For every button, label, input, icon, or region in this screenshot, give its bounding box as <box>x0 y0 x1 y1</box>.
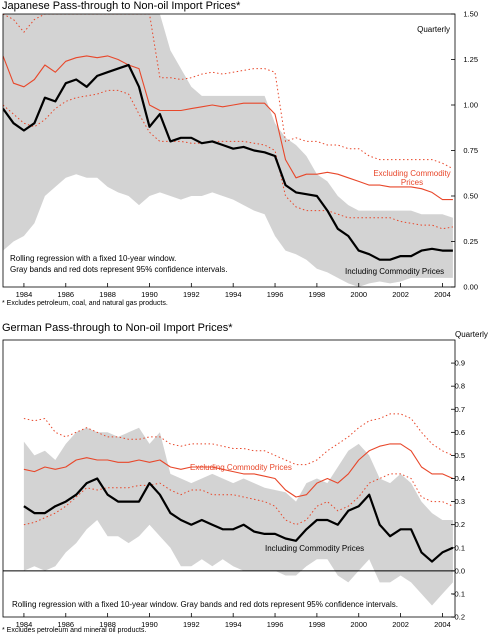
japan-series-excluding <box>3 55 453 201</box>
germany-x-tick-label: 1996 <box>267 620 284 629</box>
germany-y-tick-label: 0.4 <box>455 474 465 483</box>
japan-series-including <box>3 63 453 261</box>
germany-y-tick-label: 0.0 <box>455 566 465 575</box>
japan-x-tick-label: 1994 <box>225 290 242 299</box>
japan-note-line: Rolling regression with a fixed 10-year … <box>10 254 176 263</box>
japan-label-excluding-2: Prices <box>401 178 423 187</box>
japan-x-tick-label: 1990 <box>141 290 158 299</box>
japan-x-tick-label: 1988 <box>99 290 116 299</box>
japan-footnote: * Excludes petroleum, coal, and natural … <box>2 300 168 307</box>
germany-series-excluding <box>23 443 454 498</box>
germany-plot <box>2 339 456 618</box>
japan-label-including: Including Commodity Prices <box>345 267 444 276</box>
japan-y-tick-label: 0.50 <box>463 192 478 201</box>
germany-y-tick-label: 0.8 <box>455 382 465 391</box>
germany-y-tick-label: 0.7 <box>455 405 465 414</box>
germany-y-tick-label: 0.1 <box>455 543 465 552</box>
germany-y-tick-label: 0.6 <box>455 428 465 437</box>
japan-x-tick-label: 2002 <box>392 290 409 299</box>
germany-x-tick-label: 2002 <box>392 620 409 629</box>
germany-x-tick-label: 2000 <box>350 620 367 629</box>
japan-confidence-band <box>3 14 453 287</box>
germany-y-tick-label: 0.9 <box>455 359 465 368</box>
germany-series-including <box>23 477 454 563</box>
japan-x-tick-label: 1986 <box>57 290 74 299</box>
germany-frequency-label: Quarterly <box>455 330 488 339</box>
germany-y-tick-label: -0.1 <box>452 589 465 598</box>
japan-x-tick-label: 1984 <box>16 290 33 299</box>
japan-x-tick-label: 2004 <box>434 290 451 299</box>
germany-x-tick-label: 1992 <box>183 620 200 629</box>
germany-x-tick-label: 1984 <box>16 620 33 629</box>
japan-frequency-label: Quarterly <box>417 25 450 34</box>
japan-y-tick-label: 1.50 <box>463 10 478 19</box>
germany-y-tick-label: 0.2 <box>455 520 465 529</box>
germany-footnote: * Excludes petroleum and mineral oil pro… <box>2 627 147 634</box>
japan-chart-title: Japanese Pass-through to Non-oil Import … <box>2 0 241 12</box>
germany-lower-ci-dots <box>23 473 454 526</box>
germany-confidence-band <box>23 427 453 606</box>
germany-y-tick-label: 0.3 <box>455 497 465 506</box>
japan-x-tick-label: 2000 <box>350 290 367 299</box>
germany-x-tick-label: 1990 <box>141 620 158 629</box>
japan-note-line: Gray bands and red dots represent 95% co… <box>10 265 227 274</box>
germany-x-tick-label: 1988 <box>99 620 116 629</box>
germany-x-tick-label: 1986 <box>57 620 74 629</box>
germany-x-tick-label: 2004 <box>434 620 451 629</box>
germany-y-tick-label: -0.2 <box>452 613 465 622</box>
germany-x-tick-label: 1998 <box>309 620 326 629</box>
japan-y-tick-label: 0.75 <box>463 146 478 155</box>
germany-label-including: Including Commodity Prices <box>265 544 364 553</box>
japan-label-excluding: Excluding Commodity <box>373 169 450 178</box>
germany-x-tick-label: 1994 <box>225 620 242 629</box>
japan-x-tick-label: 1996 <box>267 290 284 299</box>
japan-y-tick-label: 0.25 <box>463 237 478 246</box>
germany-y-tick-label: 0.5 <box>455 451 465 460</box>
japan-x-tick-label: 1998 <box>309 290 326 299</box>
japan-lower-ci-dots <box>3 89 453 230</box>
germany-note-line: Rolling regression with a fixed 10-year … <box>12 600 398 609</box>
germany-chart-title: German Pass-through to Non-oil Import Pr… <box>2 322 233 334</box>
germany-label-excluding: Excluding Commodity Prices <box>190 463 292 472</box>
japan-plot <box>2 13 456 288</box>
japan-x-tick-label: 1992 <box>183 290 200 299</box>
japan-y-tick-label: 1.25 <box>463 55 478 64</box>
japan-y-tick-label: 1.00 <box>463 101 478 110</box>
japan-y-tick-label: 0.00 <box>463 283 478 292</box>
